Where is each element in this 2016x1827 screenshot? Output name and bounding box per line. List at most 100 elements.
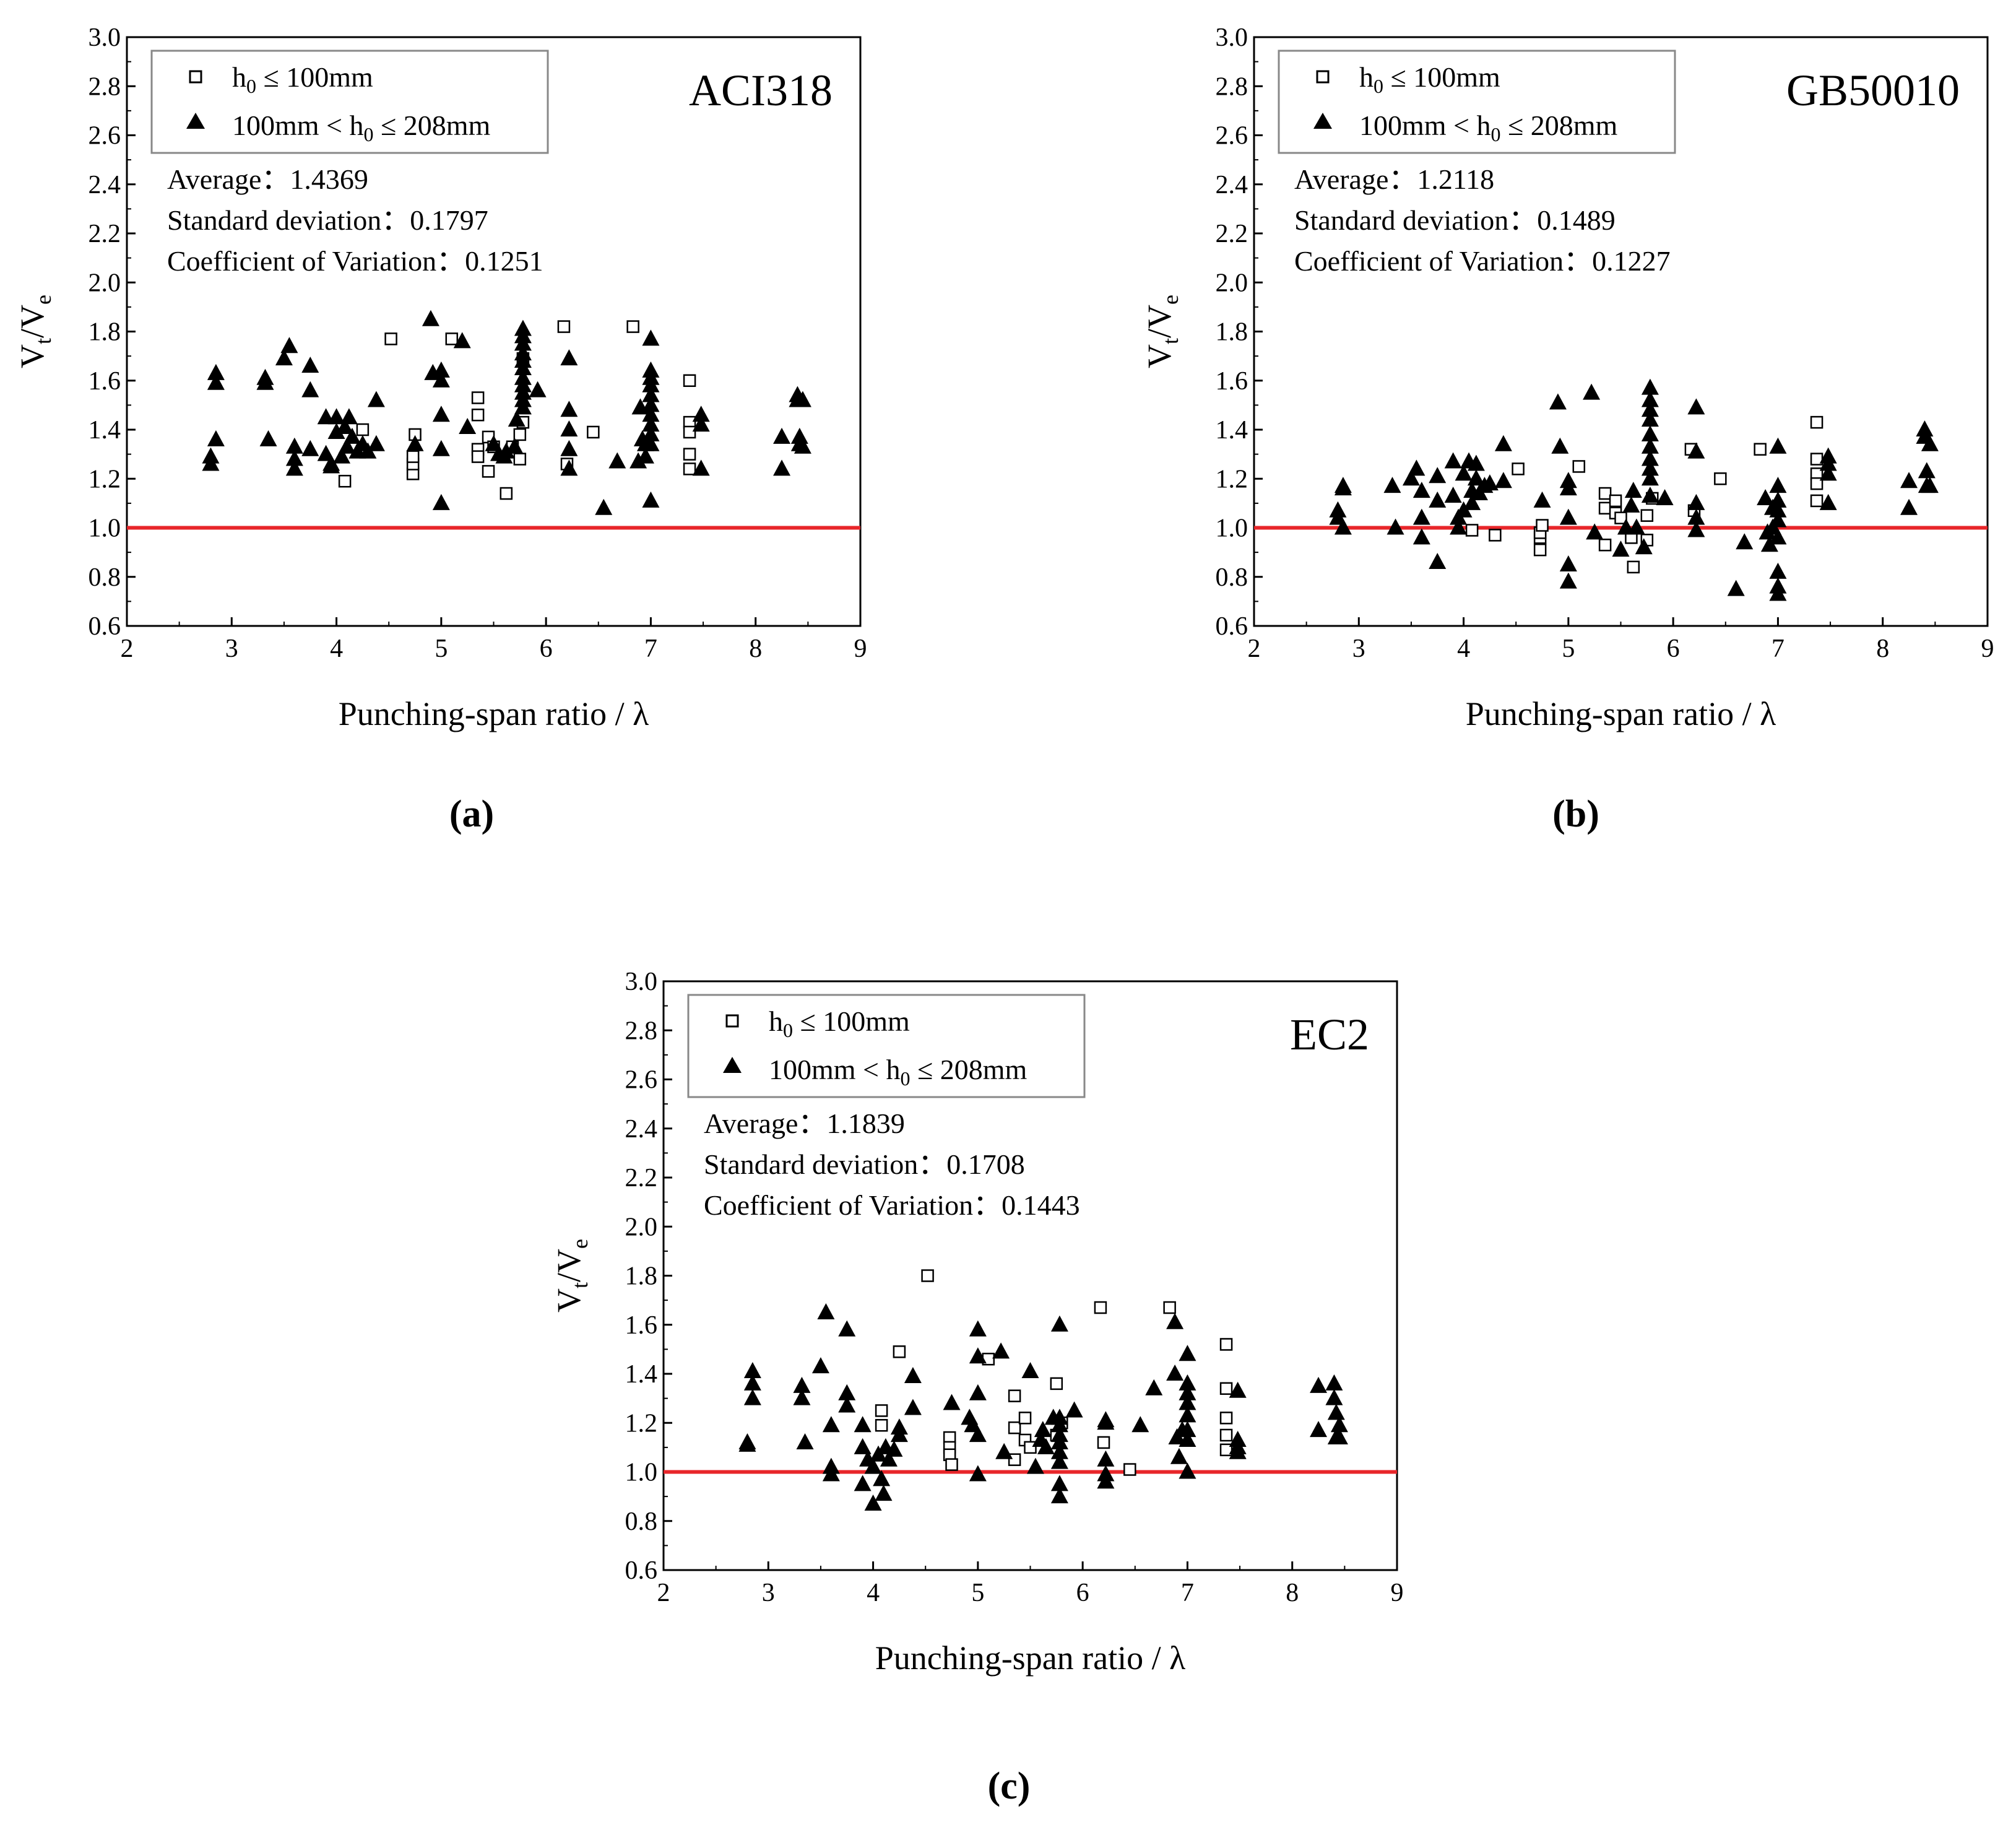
panel-c-triangle-point — [1037, 1438, 1055, 1454]
panel-b-triangle-point — [1586, 523, 1604, 540]
panel-c: 2 3 4 5 6 7 8 9 0.6 0.8 1.0 1.2 1.4 1.6 1.8 2.0 2.2 2.4 2.… — [550, 968, 1404, 1807]
panel-a-triangle-point — [642, 491, 660, 508]
panel-b-square-point — [1609, 494, 1622, 508]
panel-c-triangle-point — [817, 1303, 835, 1319]
panel-c-triangle-point — [969, 1384, 987, 1400]
panel-a-triangle-point — [642, 435, 660, 451]
panel-b-triangle-point — [1819, 493, 1837, 510]
panel-c-triangle-point — [1229, 1443, 1247, 1459]
panel-c-triangle-point — [1170, 1447, 1188, 1464]
panel-a-triangle-point — [514, 398, 532, 415]
panel-c-square-point — [1008, 1453, 1021, 1466]
panel-c-y-axis-title-sep: /V — [550, 1249, 587, 1282]
panel-b-triangle-point — [1455, 464, 1473, 481]
panel-c-triangle-point — [1097, 1413, 1115, 1430]
panel-b-y-tick-label: 2.4 — [1216, 171, 1248, 199]
panel-c-triangle-point — [969, 1465, 987, 1482]
panel-b-y-tick-label: 1.4 — [1216, 416, 1248, 445]
panel-a-square-point — [500, 487, 513, 500]
panel-c-legend-triangle-sub: 0 — [901, 1067, 911, 1090]
panel-a-triangle-point — [432, 406, 450, 422]
panel-a-y-axis-title: Vt/Ve — [14, 295, 56, 368]
panel-c-triangle-point — [885, 1440, 903, 1457]
panel-b-y-axis-title: Vt/Ve — [1141, 295, 1183, 368]
panel-a-triangle-point — [514, 334, 532, 351]
panel-b-y-tick-label: 2.2 — [1216, 220, 1248, 248]
panel-c-triangle-point — [1310, 1421, 1328, 1438]
panel-b-triangle-point — [1412, 482, 1430, 498]
panel-c-triangle-point — [1166, 1365, 1184, 1381]
panel-b-triangle-point — [1494, 435, 1512, 451]
panel-a-square-point — [683, 374, 696, 387]
panel-a-triangle-point — [359, 442, 377, 459]
panel-a-square-point — [587, 425, 600, 439]
panel-c-triangle-point — [992, 1342, 1010, 1359]
panel-b-y-tick-label: 0.8 — [1216, 563, 1248, 592]
panel-a-triangle-point — [692, 415, 710, 432]
panel-c-triangle-point — [1097, 1472, 1115, 1489]
panel-a-triangle-point — [773, 459, 791, 476]
panel-a-triangle-point — [432, 440, 450, 456]
panel-a-code-title: ACI318 — [689, 66, 833, 115]
panel-c-triangle-point — [1179, 1384, 1196, 1400]
panel-c-y-tick-label: 2.4 — [625, 1115, 658, 1144]
panel-a-legend-triangle-post: ≤ 208mm — [374, 110, 491, 141]
panel-a-legend-square-marker — [189, 70, 202, 84]
panel-a-triangle-point — [692, 406, 710, 422]
panel-a-y-tick-label: 1.6 — [89, 367, 121, 396]
panel-b-triangle-point — [1334, 479, 1352, 496]
panel-a-triangle-point — [340, 408, 358, 425]
panel-c-triangle-point — [1179, 1374, 1196, 1391]
panel-a-legend-square-pre: h — [232, 61, 246, 93]
panel-b-y-tick-label: 0.6 — [1216, 612, 1248, 641]
panel-b-triangle-point — [1921, 477, 1939, 493]
panel-a-triangle-point — [560, 401, 578, 417]
panel-c-triangle-point — [875, 1485, 893, 1501]
panel-a-stat-line: Standard deviation：0.1797 — [167, 204, 488, 236]
panel-a-triangle-point — [790, 427, 808, 444]
panel-a-square-point — [356, 423, 370, 436]
panel-a-triangle-point — [514, 358, 532, 375]
panel-b-triangle-point — [1444, 486, 1462, 503]
panel-c-triangle-point — [743, 1374, 761, 1391]
panel-c-x-tick-label: 3 — [762, 1579, 775, 1607]
panel-c-x-tick-label: 7 — [1181, 1579, 1194, 1607]
panel-a-square-point — [513, 453, 527, 466]
panel-b-square-point — [1598, 487, 1612, 500]
panel-b-square-point — [1640, 509, 1654, 522]
panel-b-y-tick-label: 1.8 — [1216, 318, 1248, 347]
panel-a-triangle-point — [432, 493, 450, 510]
panel-c-square-point — [1219, 1412, 1233, 1425]
panel-b-triangle-point — [1918, 462, 1936, 479]
panel-c-triangle-point — [1050, 1475, 1068, 1491]
panel-b-y-tick-label: 1.2 — [1216, 465, 1248, 493]
panel-c-triangle-point — [738, 1433, 756, 1449]
panel-b-square-point — [1536, 519, 1549, 532]
panel-b-code-title: GB50010 — [1786, 66, 1960, 115]
panel-a-y-tick-label: 2.6 — [89, 122, 121, 150]
panel-a: 2 3 4 5 6 7 8 9 0.6 0.8 1.0 1.2 1.4 1.6 1.8 2.0 2.2 2.4 2.… — [14, 24, 867, 835]
panel-a-triangle-point — [285, 459, 303, 476]
panel-c-triangle-point — [1050, 1452, 1068, 1469]
panel-c-triangle-point — [1325, 1374, 1343, 1391]
panel-b-triangle-point — [1533, 491, 1551, 508]
panel-c-triangle-point — [793, 1389, 811, 1405]
panel-c-triangle-point — [1179, 1430, 1196, 1447]
panel-c-triangle-point — [1179, 1421, 1196, 1438]
panel-a-legend-square-label: h0 ≤ 100mm — [232, 61, 373, 97]
panel-b-triangle-point — [1641, 486, 1659, 503]
panel-a-y-tick-label: 2.0 — [89, 269, 121, 297]
panel-a-triangle-point — [256, 373, 274, 390]
panel-b-triangle-point — [1429, 467, 1447, 484]
panel-c-triangle-point — [1179, 1462, 1196, 1479]
panel-b-legend-square-sub: 0 — [1374, 75, 1383, 97]
panel-b-triangle-point — [1450, 518, 1468, 535]
panel-b-stat-line: Coefficient of Variation：0.1227 — [1294, 245, 1671, 277]
panel-c-square-point — [1008, 1389, 1021, 1402]
panel-a-square-point — [471, 450, 485, 463]
panel-a-square-point — [471, 408, 485, 422]
panel-b-triangle-point — [1383, 477, 1401, 493]
panel-a-triangle-point — [336, 418, 354, 435]
panel-a-triangle-point — [343, 427, 361, 444]
